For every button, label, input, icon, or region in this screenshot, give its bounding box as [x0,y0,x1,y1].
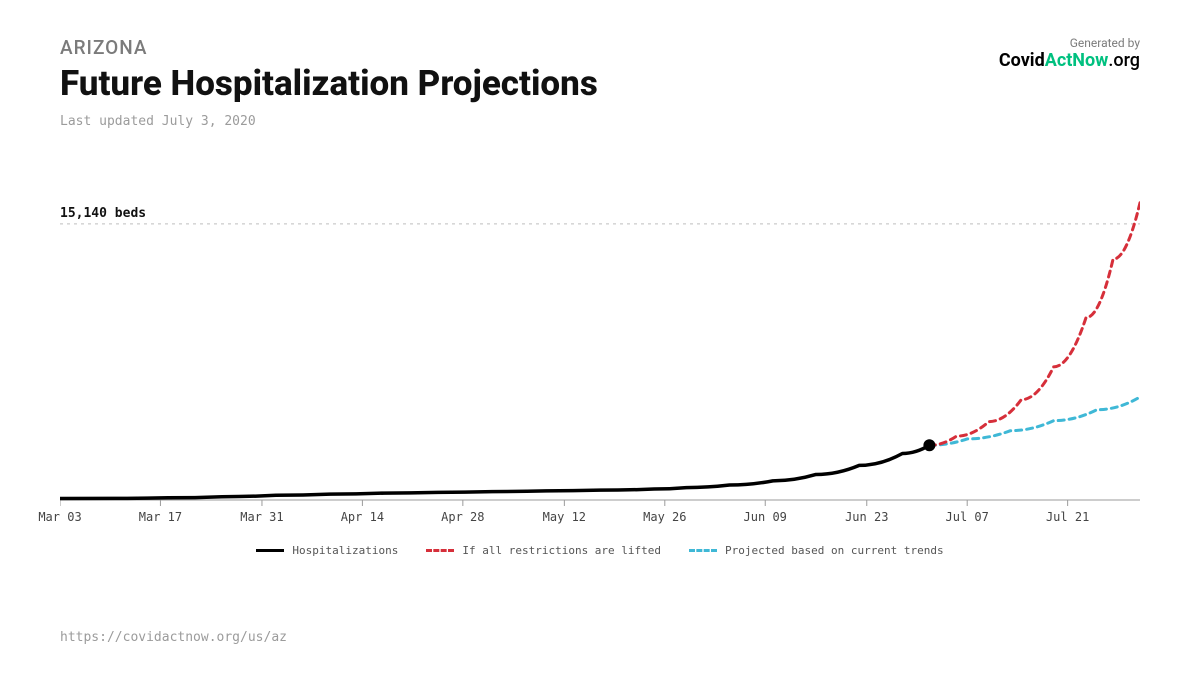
brand-part1: Covid [999,50,1045,71]
legend-label: If all restrictions are lifted [462,544,661,557]
x-tick-label: Mar 17 [139,510,182,524]
brand-part2: ActNow [1045,50,1109,71]
legend-swatch [426,549,454,552]
legend-label: Hospitalizations [292,544,398,557]
legend-swatch [256,549,284,552]
x-tick-label: May 26 [643,510,686,524]
legend-item: Projected based on current trends [689,544,944,557]
source-url: https://covidactnow.org/us/az [60,630,287,645]
x-tick-label: Jul 21 [1046,510,1089,524]
last-updated: Last updated July 3, 2020 [60,114,1140,129]
x-axis-ticks: Mar 03Mar 17Mar 31Apr 14Apr 28May 12May … [60,510,1140,530]
x-tick-label: Mar 03 [38,510,81,524]
chart-legend: Hospitalizations If all restrictions are … [0,542,1200,557]
beds-threshold-label: 15,140 beds [60,206,146,221]
legend-item: If all restrictions are lifted [426,544,661,557]
legend-item: Hospitalizations [256,544,398,557]
chart-title: Future Hospitalization Projections [60,63,1140,104]
projection-chart [60,190,1140,520]
x-tick-label: Jun 23 [845,510,888,524]
x-tick-label: May 12 [543,510,586,524]
state-name: ARIZONA [60,36,1140,59]
legend-label: Projected based on current trends [725,544,944,557]
generated-by-label: Generated by [999,36,1140,50]
chart-area: 15,140 beds Mar 03Mar 17Mar 31Apr 14Apr … [60,190,1140,524]
x-tick-label: Jul 07 [946,510,989,524]
x-tick-label: Apr 14 [341,510,384,524]
chart-header: ARIZONA Future Hospitalization Projectio… [60,36,1140,129]
x-tick-label: Jun 09 [744,510,787,524]
brand-part3: .org [1108,50,1140,71]
brand-block: Generated by CovidActNow.org [999,36,1140,71]
x-tick-label: Apr 28 [441,510,484,524]
brand-name: CovidActNow.org [999,50,1140,71]
x-tick-label: Mar 31 [240,510,283,524]
legend-swatch [689,549,717,552]
